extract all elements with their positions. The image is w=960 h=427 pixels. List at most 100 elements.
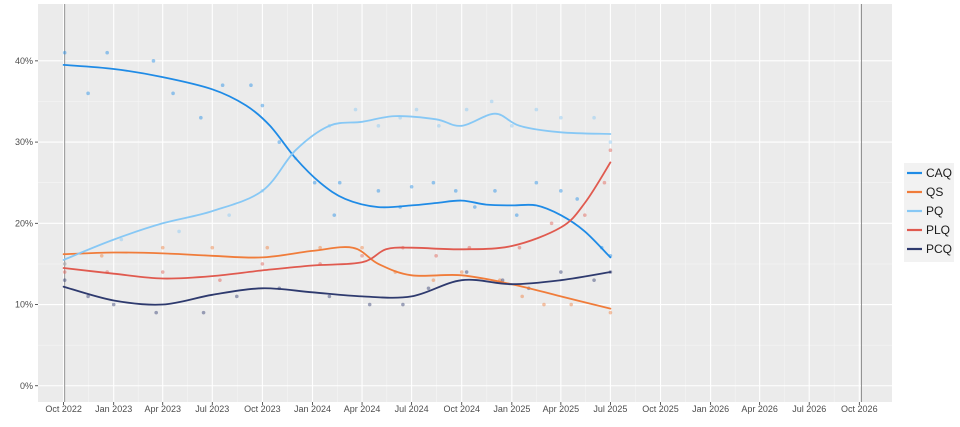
x-tick-label: Oct 2022 [45, 404, 82, 414]
x-tick-label: Jan 2025 [493, 404, 530, 414]
x-tick-label: Oct 2024 [443, 404, 480, 414]
legend-label-pcq: PCQ [926, 242, 952, 256]
poll-point-qs [160, 245, 165, 250]
poll-point-caq [277, 140, 282, 144]
poll-point-pq [464, 107, 469, 112]
poll-point-caq [534, 180, 539, 185]
poll-point-caq [86, 91, 90, 96]
poll-point-pcq [559, 270, 563, 274]
poll-point-plq [517, 245, 522, 250]
legend-label-caq: CAQ [926, 166, 952, 180]
poll-point-caq [62, 50, 67, 55]
x-tick-label: Apr 2025 [543, 404, 580, 414]
poll-point-pcq [426, 286, 431, 291]
poll-point-qs [542, 302, 546, 307]
poll-point-caq [514, 213, 519, 217]
y-tick-label: 30% [15, 137, 33, 147]
poll-point-pcq [500, 278, 505, 282]
poll-point-pcq [201, 310, 206, 315]
poll-point-caq [260, 103, 265, 108]
poll-point-caq [105, 50, 109, 55]
poll-point-caq [249, 83, 253, 88]
poll-point-pq [119, 237, 124, 242]
x-tick-label: Jul 2026 [792, 404, 826, 414]
poll-point-pq [414, 107, 419, 112]
poll-point-plq [608, 148, 613, 153]
poll-point-pcq [327, 294, 332, 299]
legend-label-pq: PQ [926, 204, 943, 218]
poll-point-plq [218, 278, 222, 282]
poll-point-qs [608, 310, 613, 315]
poll-point-plq [62, 270, 67, 274]
trend-line-caq [62, 64, 612, 259]
vertical-markers [64, 4, 862, 402]
poll-point-pq [227, 213, 231, 217]
poll-point-qs [265, 245, 270, 250]
poll-point-caq [559, 189, 563, 193]
poll-point-caq [409, 184, 414, 189]
poll-point-caq [151, 59, 156, 63]
poll-point-caq [473, 205, 477, 209]
poll-point-pcq [111, 302, 116, 307]
poll-point-caq [312, 180, 317, 185]
y-tick-label: 10% [15, 300, 33, 310]
poll-point-pq [376, 124, 381, 128]
x-tick-label: Apr 2024 [344, 404, 381, 414]
poll-point-pq [534, 107, 539, 112]
plot-panel [38, 4, 892, 402]
poll-point-caq [493, 189, 497, 193]
x-tick-label: Apr 2023 [144, 404, 181, 414]
poll-point-pq [592, 115, 596, 120]
x-axis: Oct 2022 Jan 2023 Apr 2023 Jul 2023 Oct 2023… [45, 402, 878, 414]
poll-point-pcq [367, 302, 372, 307]
poll-point-qs [520, 294, 524, 299]
poll-point-caq [337, 180, 342, 185]
poll-point-qs [62, 262, 67, 266]
poll-point-pcq [154, 310, 158, 315]
poll-point-pcq [464, 270, 469, 274]
trend-line-pq [62, 112, 612, 261]
x-tick-label: Jan 2024 [294, 404, 331, 414]
poll-point-plq [434, 253, 438, 258]
poll-point-pq [489, 99, 494, 104]
x-tick-label: Jan 2023 [95, 404, 132, 414]
poll-point-plq [583, 213, 587, 217]
poll-point-pq [510, 124, 514, 128]
poll-point-plq [160, 270, 165, 274]
trend-line-plq [62, 161, 612, 280]
x-tick-label: Apr 2026 [741, 404, 778, 414]
poll-point-plq [360, 253, 364, 258]
poll-point-qs [210, 245, 215, 250]
x-tick-label: Oct 2025 [642, 404, 679, 414]
poll-point-plq [549, 221, 554, 226]
x-tick-label: Oct 2026 [841, 404, 878, 414]
poll-point-qs [318, 245, 322, 250]
poll-point-pq [177, 229, 181, 234]
poll-point-pq [437, 124, 441, 128]
y-tick-label: 40% [15, 56, 33, 66]
poll-point-pq [353, 107, 358, 112]
poll-point-qs [431, 278, 436, 282]
poll-point-pq [62, 262, 67, 266]
poll-point-caq [453, 189, 458, 193]
poll-point-pq [608, 140, 613, 144]
poll-point-caq [171, 91, 175, 96]
poll-point-plq [260, 262, 265, 266]
poll-point-pcq [592, 278, 596, 282]
poll-point-caq [332, 213, 337, 217]
poll-point-pcq [86, 294, 90, 299]
minor-gridlines [38, 4, 892, 402]
legend-label-qs: QS [926, 185, 943, 199]
poll-point-qs [360, 245, 364, 250]
poll-point-caq [575, 197, 579, 201]
legend-background [904, 163, 954, 262]
x-tick-label: Oct 2023 [244, 404, 281, 414]
x-tick-label: Jul 2024 [395, 404, 429, 414]
trend-line-pcq [62, 271, 612, 306]
poll-point-pcq [234, 294, 239, 299]
x-tick-label: Jan 2026 [692, 404, 729, 414]
major-gridlines [38, 4, 892, 402]
poll-point-caq [376, 189, 381, 193]
x-tick-label: Jul 2023 [195, 404, 229, 414]
